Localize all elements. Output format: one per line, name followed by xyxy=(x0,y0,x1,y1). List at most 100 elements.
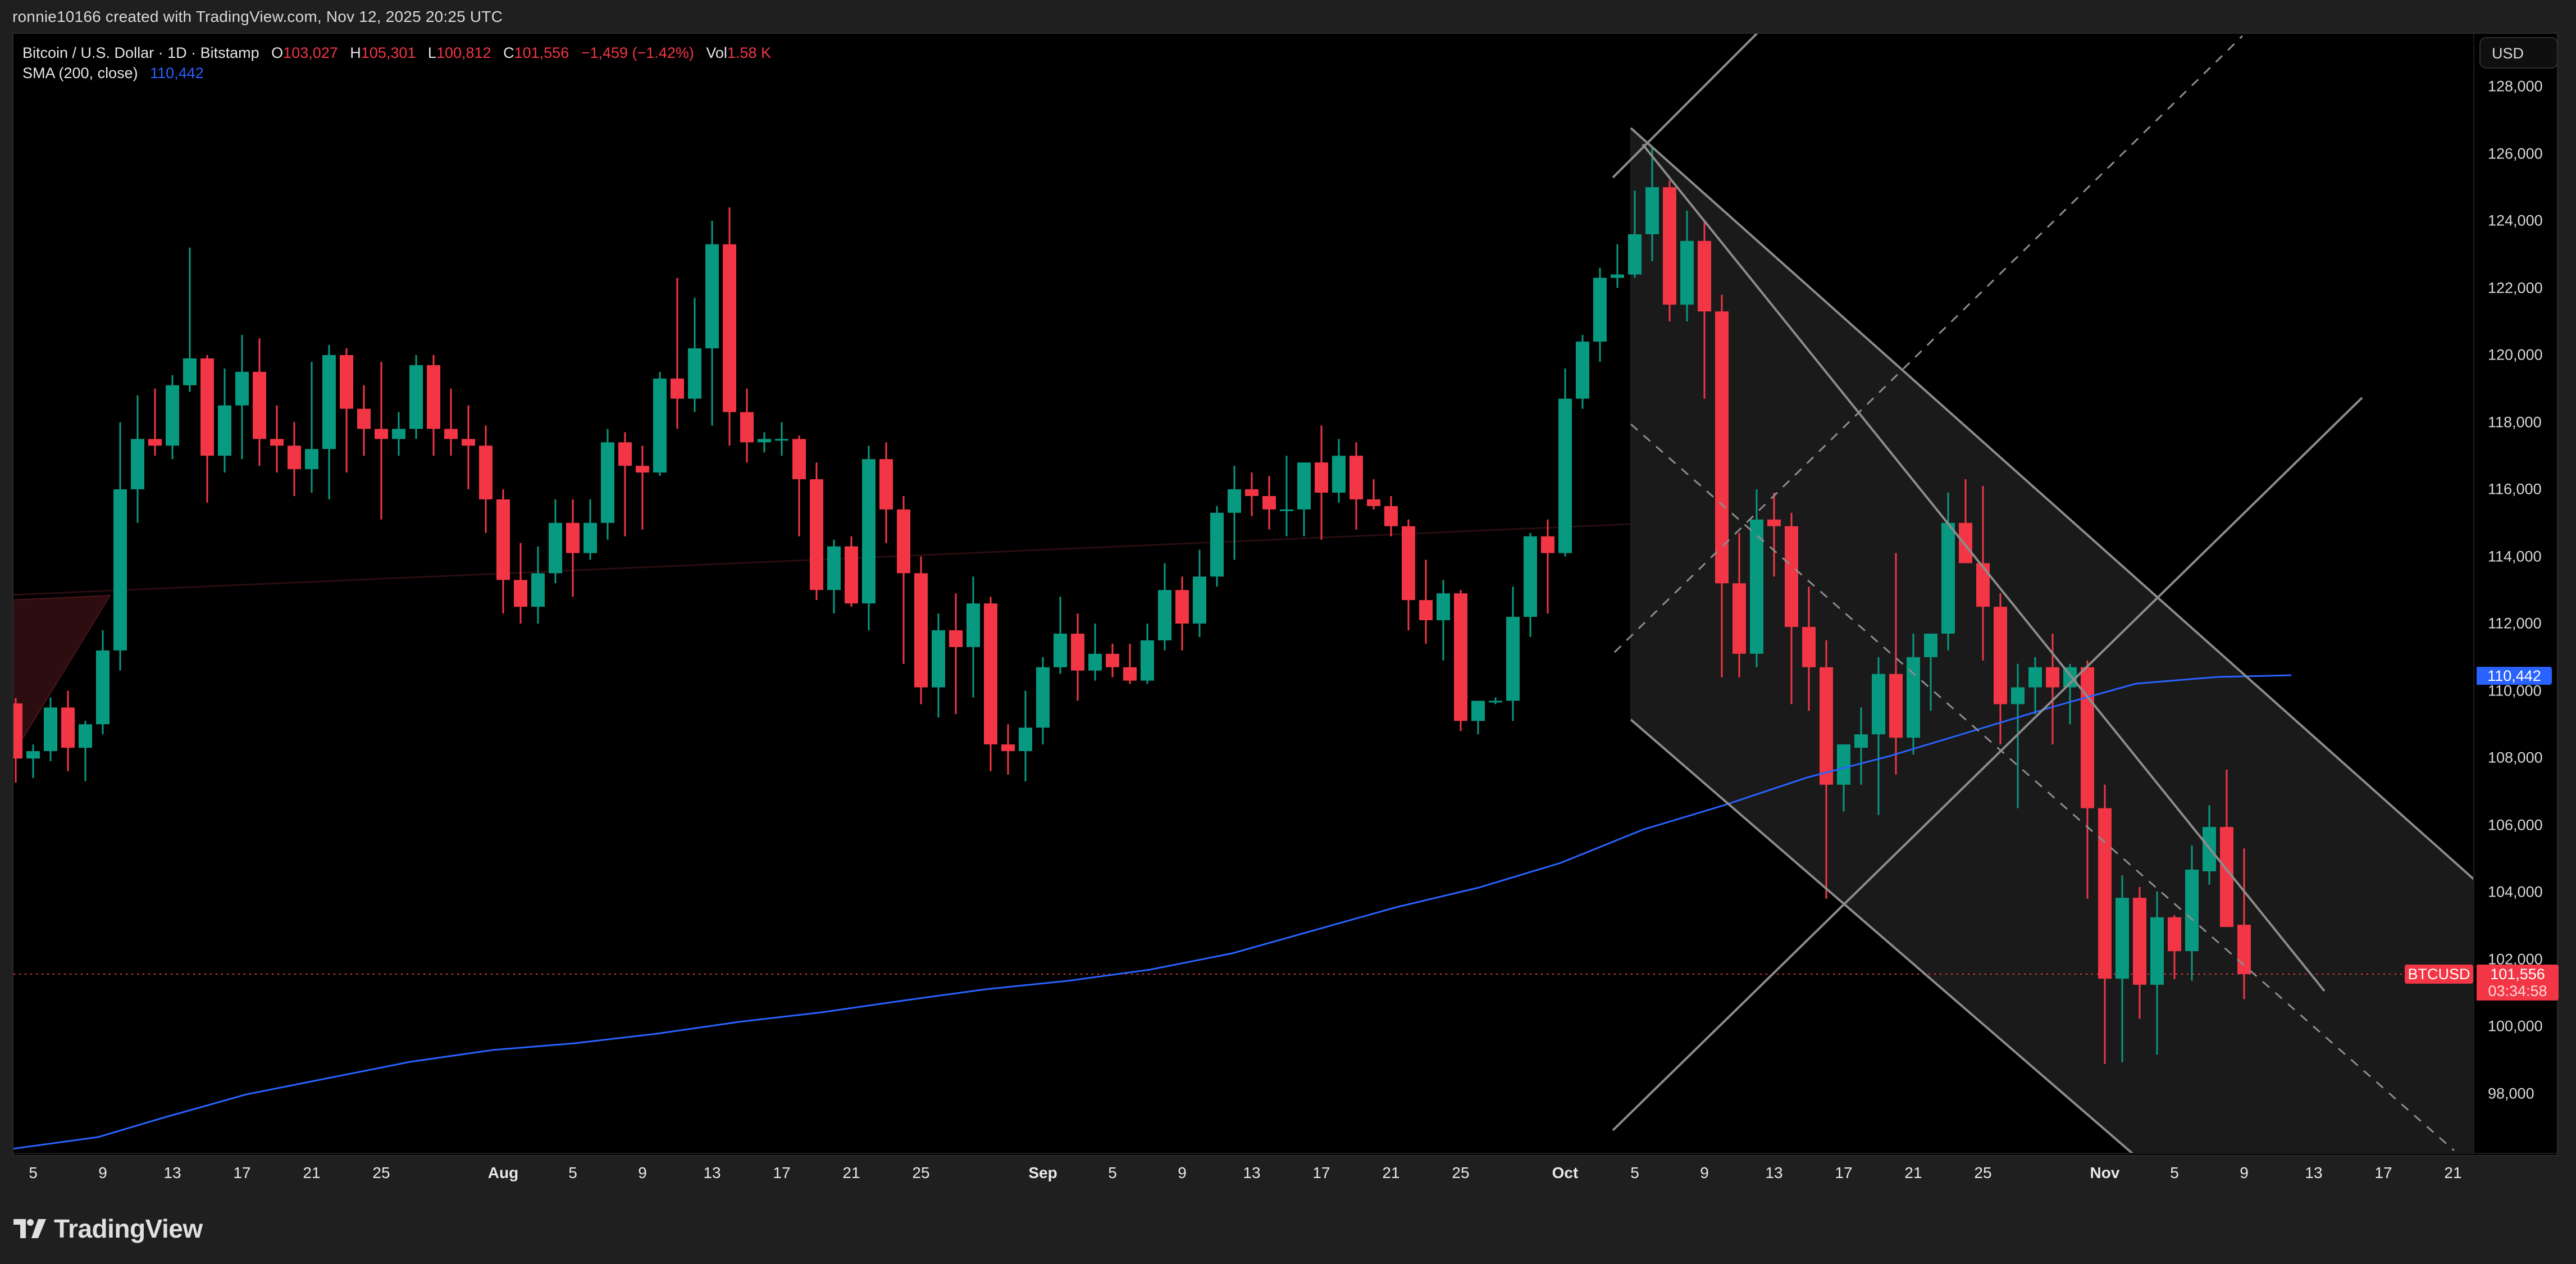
candle-body[interactable] xyxy=(1611,274,1624,278)
candle-body[interactable] xyxy=(1628,234,1642,275)
candle-body[interactable] xyxy=(1158,590,1171,640)
candle-body[interactable] xyxy=(1332,456,1346,493)
candle-body[interactable] xyxy=(1071,633,1084,671)
candle-body[interactable] xyxy=(1941,522,1955,634)
candle-body[interactable] xyxy=(1837,744,1850,785)
candle-body[interactable] xyxy=(1907,657,1920,738)
pitchfork-line-drawing[interactable] xyxy=(1612,33,1758,179)
candle-body[interactable] xyxy=(1889,674,1903,738)
candle-body[interactable] xyxy=(1576,342,1589,399)
candle-body[interactable] xyxy=(1524,536,1537,617)
candle-body[interactable] xyxy=(1698,240,1711,312)
candle-body[interactable] xyxy=(1994,607,2007,704)
candle-body[interactable] xyxy=(740,412,754,443)
sma-legend-row[interactable]: SMA (200, close) 110,442 xyxy=(22,63,771,83)
candle-body[interactable] xyxy=(549,522,562,574)
candle-body[interactable] xyxy=(61,707,75,748)
candle-body[interactable] xyxy=(1245,489,1259,496)
candle-body[interactable] xyxy=(1663,187,1676,305)
candle-body[interactable] xyxy=(1141,640,1154,681)
candle-body[interactable] xyxy=(96,650,110,725)
candle-body[interactable] xyxy=(723,244,736,412)
candle-body[interactable] xyxy=(897,509,910,574)
candle-body[interactable] xyxy=(427,365,440,429)
candle-body[interactable] xyxy=(1645,187,1659,234)
candle-body[interactable] xyxy=(1959,522,1972,563)
candle-body[interactable] xyxy=(566,522,580,553)
candle-body[interactable] xyxy=(1732,583,1746,654)
candle-body[interactable] xyxy=(1384,506,1398,526)
candle-body[interactable] xyxy=(1297,462,1311,510)
candle-body[interactable] xyxy=(827,546,841,590)
candle-body[interactable] xyxy=(462,439,475,446)
candle-body[interactable] xyxy=(966,603,980,647)
candle-body[interactable] xyxy=(1001,744,1015,752)
candle-body[interactable] xyxy=(1680,240,1694,305)
candle-body[interactable] xyxy=(183,358,197,385)
candle-body[interactable] xyxy=(340,355,353,409)
candle-body[interactable] xyxy=(1036,667,1050,728)
candle-body[interactable] xyxy=(531,573,545,607)
candle-body[interactable] xyxy=(984,603,997,745)
candle-body[interactable] xyxy=(1489,701,1502,703)
candle-body[interactable] xyxy=(583,522,597,553)
candle-body[interactable] xyxy=(1402,526,1415,601)
candle-body[interactable] xyxy=(1767,519,1781,526)
candle-body[interactable] xyxy=(1750,519,1763,654)
pitchfork-line-drawing[interactable] xyxy=(1630,127,2474,880)
candle-body[interactable] xyxy=(1210,512,1224,577)
candle-body[interactable] xyxy=(9,703,22,759)
candle-body[interactable] xyxy=(322,355,336,449)
candle-body[interactable] xyxy=(1280,509,1293,511)
candle-body[interactable] xyxy=(1193,576,1206,624)
candle-body[interactable] xyxy=(862,459,876,604)
candle-body[interactable] xyxy=(671,378,684,399)
candle-body[interactable] xyxy=(1349,456,1363,499)
candle-body[interactable] xyxy=(200,358,214,456)
candle-body[interactable] xyxy=(636,466,649,473)
candle-body[interactable] xyxy=(392,429,405,439)
candle-body[interactable] xyxy=(618,442,632,466)
candle-body[interactable] xyxy=(810,479,823,590)
candle-body[interactable] xyxy=(1506,617,1520,701)
candle-body[interactable] xyxy=(2237,925,2251,975)
candle-body[interactable] xyxy=(1541,536,1554,553)
candle-body[interactable] xyxy=(705,244,719,349)
ohlc-legend-row[interactable]: Bitcoin / U.S. Dollar · 1D · Bitstamp O1… xyxy=(22,43,771,63)
candle-body[interactable] xyxy=(2046,667,2059,688)
candle-body[interactable] xyxy=(113,489,127,651)
candle-body[interactable] xyxy=(1419,600,1433,621)
candle-body[interactable] xyxy=(253,371,266,439)
candle-body[interactable] xyxy=(496,499,510,580)
candle-body[interactable] xyxy=(2028,667,2042,688)
candle-body[interactable] xyxy=(270,439,284,446)
pitchfork-dashed-line-drawing[interactable] xyxy=(1630,423,2455,1152)
candle-body[interactable] xyxy=(1123,667,1137,681)
currency-button[interactable]: USD xyxy=(2479,37,2558,69)
candle-body[interactable] xyxy=(235,371,249,406)
candle-body[interactable] xyxy=(758,439,771,443)
candle-body[interactable] xyxy=(44,707,57,752)
candle-body[interactable] xyxy=(1820,667,1833,785)
candle-body[interactable] xyxy=(2133,898,2146,985)
candle-body[interactable] xyxy=(1454,593,1467,721)
faint-triangle-drawing[interactable] xyxy=(12,594,111,756)
candle-body[interactable] xyxy=(601,442,614,523)
candle-body[interactable] xyxy=(79,724,92,748)
candle-body[interactable] xyxy=(148,439,162,446)
candle-body[interactable] xyxy=(479,445,493,499)
candle-body[interactable] xyxy=(1715,311,1729,584)
candle-body[interactable] xyxy=(1437,593,1450,621)
candle-body[interactable] xyxy=(879,459,893,510)
candle-body[interactable] xyxy=(1262,495,1276,510)
candle-body[interactable] xyxy=(2185,869,2199,952)
candle-body[interactable] xyxy=(2011,687,2025,704)
candle-body[interactable] xyxy=(444,429,458,439)
pitchfork-line-drawing[interactable] xyxy=(1642,143,2326,992)
candle-body[interactable] xyxy=(26,751,40,759)
candle-body[interactable] xyxy=(845,546,858,604)
candle-body[interactable] xyxy=(1315,462,1328,493)
sma-200-line[interactable] xyxy=(12,674,2292,1150)
candle-body[interactable] xyxy=(2081,667,2094,808)
